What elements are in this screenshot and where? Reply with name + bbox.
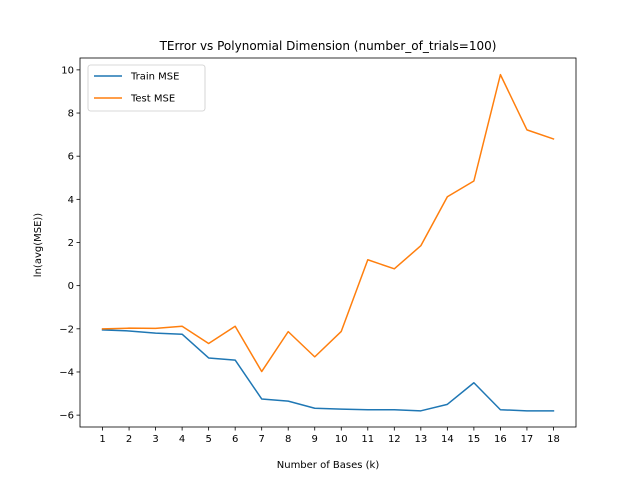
y-tick-label: −6 — [59, 411, 74, 422]
x-tick-label: 11 — [361, 434, 374, 445]
x-tick-label: 8 — [285, 434, 291, 445]
x-axis-label: Number of Bases (k) — [277, 460, 380, 471]
x-tick-label: 10 — [335, 434, 348, 445]
x-tick-label: 9 — [312, 434, 318, 445]
y-tick-label: 4 — [68, 195, 74, 206]
x-tick-label: 17 — [521, 434, 534, 445]
x-tick-label: 4 — [179, 434, 185, 445]
x-tick-label: 13 — [414, 434, 427, 445]
y-axis-label: ln(avg(MSE)) — [33, 213, 44, 278]
y-tick-label: 2 — [68, 238, 74, 249]
legend-label-train-mse: Train MSE — [130, 72, 179, 83]
chart-title: TError vs Polynomial Dimension (number_o… — [159, 39, 497, 53]
y-tick-label: 10 — [61, 65, 74, 76]
y-tick-label: 0 — [68, 281, 74, 292]
series-line-train-mse — [101, 329, 555, 412]
legend: Train MSE Test MSE — [87, 64, 206, 112]
x-tick-label: 12 — [388, 434, 401, 445]
x-tick-label: 1 — [99, 434, 105, 445]
y-tick-label: −4 — [59, 367, 74, 378]
x-tick-label: 15 — [468, 434, 481, 445]
x-tick-label: 18 — [547, 434, 560, 445]
y-tick-label: 8 — [68, 109, 74, 120]
legend-label-test-mse: Test MSE — [130, 94, 175, 105]
series-line-test-mse — [101, 73, 555, 373]
x-tick-label: 16 — [494, 434, 507, 445]
y-tick-label: 6 — [68, 152, 74, 163]
y-tick-label: −2 — [59, 324, 74, 335]
x-tick-label: 6 — [232, 434, 238, 445]
x-tick-label: 14 — [441, 434, 454, 445]
x-tick-label: 5 — [205, 434, 211, 445]
x-tick-label: 3 — [152, 434, 158, 445]
x-tick-label: 2 — [126, 434, 132, 445]
y-axis: −6 −4 −2 0 2 4 6 8 10 — [59, 65, 80, 422]
x-axis: 1 2 3 4 5 6 7 8 9 10 11 12 13 14 15 16 17 18 — [99, 427, 560, 445]
x-tick-label: 7 — [259, 434, 265, 445]
